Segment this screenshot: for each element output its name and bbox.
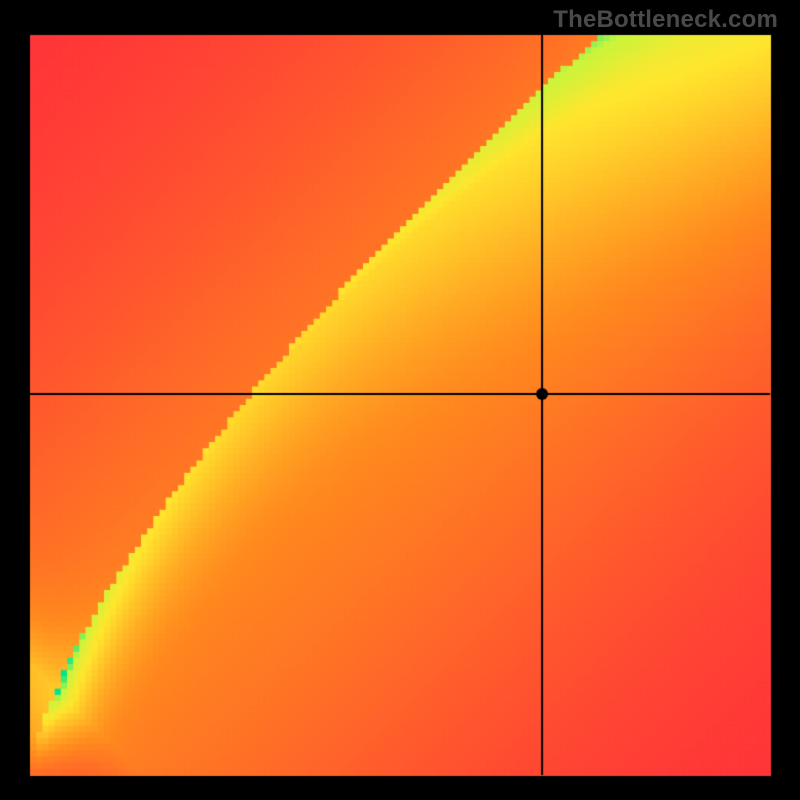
watermark-text: TheBottleneck.com <box>553 6 778 34</box>
chart-container: TheBottleneck.com <box>0 0 800 800</box>
bottleneck-heatmap-canvas <box>0 0 800 800</box>
